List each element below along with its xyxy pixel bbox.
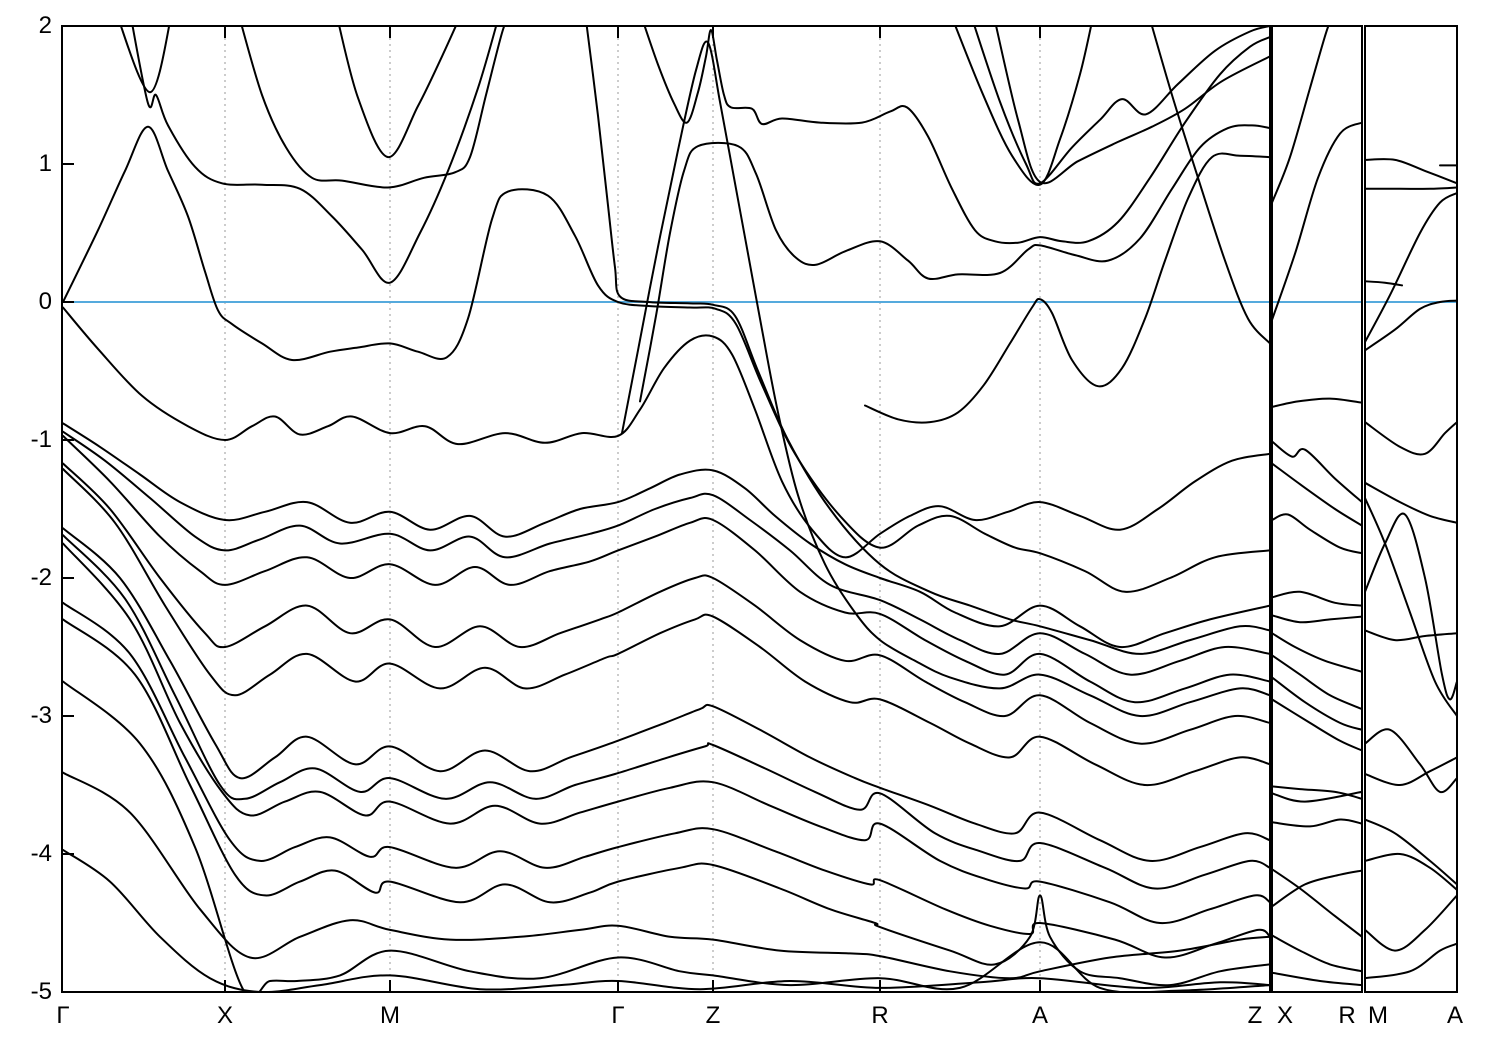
- band-curve: [1365, 497, 1457, 717]
- y-axis-label: -4: [30, 840, 52, 867]
- band-curve: [995, 26, 1270, 185]
- band-curve: [1365, 299, 1457, 352]
- band-curve: [639, 124, 1270, 403]
- band-curve: [585, 26, 1270, 655]
- band-group: [1272, 26, 1362, 987]
- band-curve: [643, 26, 1270, 245]
- x-axis-label: M: [1368, 1002, 1388, 1029]
- band-curve: [62, 771, 1270, 980]
- y-axis-label: -2: [30, 564, 52, 591]
- band-curve: [1272, 462, 1362, 527]
- x-axis-label: X: [1276, 1002, 1294, 1029]
- y-axis-label: 2: [38, 12, 52, 39]
- x-axis-label: Z: [705, 1002, 721, 1029]
- band-group: [62, 26, 1270, 992]
- band-curve: [62, 848, 1270, 992]
- band-curve: [1272, 785, 1362, 800]
- x-axis-label: X: [216, 1002, 234, 1029]
- band-curve: [1272, 818, 1362, 828]
- band-curve: [1272, 397, 1362, 408]
- x-axis-label: A: [1031, 1002, 1049, 1029]
- y-axis-label: -5: [30, 978, 52, 1005]
- band-curve: [62, 680, 1270, 992]
- x-axis-label: M: [380, 1002, 400, 1029]
- band-curve: [1272, 26, 1330, 204]
- band-curve: [62, 462, 1270, 745]
- band-curve: [973, 26, 1270, 185]
- band-curve: [621, 40, 1270, 718]
- band-curve: [1365, 280, 1403, 287]
- band-curve: [1272, 121, 1362, 321]
- y-axis-label: -1: [30, 426, 52, 453]
- band-curve: [62, 527, 1270, 862]
- band-curve: [1365, 158, 1457, 185]
- band-curve: [62, 422, 1270, 649]
- band-curve: [119, 26, 171, 94]
- band-curve: [1365, 192, 1457, 343]
- band-curve: [62, 430, 1270, 676]
- y-axis-label: 1: [38, 150, 52, 177]
- band-curve: [1272, 698, 1362, 752]
- band-curve: [1272, 614, 1362, 624]
- band-curve: [1365, 894, 1457, 952]
- x-axis-label: Γ: [56, 1002, 70, 1029]
- band-curve: [1272, 934, 1362, 973]
- x-axis-label: Γ: [611, 1002, 625, 1029]
- panel-frame: [1364, 25, 1458, 993]
- band-curve: [1150, 26, 1270, 345]
- band-curve: [1365, 186, 1457, 190]
- band-curve: [62, 601, 1270, 959]
- band-curve: [1272, 632, 1362, 673]
- band-curve: [62, 618, 1270, 987]
- x-axis-label: A: [1446, 1002, 1464, 1029]
- band-curve: [1365, 728, 1457, 794]
- band-curve: [1365, 852, 1457, 891]
- band-curve: [1365, 512, 1457, 701]
- band-curve: [338, 26, 457, 159]
- y-axis-label: -3: [30, 702, 52, 729]
- band-curve: [1365, 756, 1457, 787]
- band-curve: [62, 434, 1270, 704]
- panel-main-gamma-x-m-gamma-z-r-a-z: [61, 25, 1271, 993]
- band-curve: [240, 26, 506, 189]
- band-curve: [1272, 676, 1362, 731]
- band-curve: [1272, 654, 1362, 711]
- band-curve: [1272, 869, 1362, 908]
- band-curve: [62, 306, 1270, 559]
- panel-panel-x-r: [1271, 25, 1363, 993]
- band-curve: [62, 534, 1270, 890]
- band-curve: [1365, 629, 1457, 642]
- panel-frame: [61, 25, 1271, 993]
- band-curve: [1272, 790, 1362, 803]
- band-curve: [1365, 421, 1457, 456]
- x-axis-label: R: [1338, 1002, 1356, 1029]
- band-curve: [62, 125, 1270, 593]
- band-curve: [1365, 481, 1457, 524]
- band-curve: [1272, 590, 1362, 607]
- panel-frame: [1271, 25, 1363, 993]
- y-axis-label: 0: [38, 288, 52, 315]
- band-curve: [864, 152, 1270, 424]
- band-curve: [1272, 868, 1362, 938]
- x-axis-label: R: [871, 1002, 889, 1029]
- band-curve: [1272, 440, 1362, 504]
- band-curve: [1365, 942, 1457, 980]
- band-curve: [954, 26, 1093, 186]
- band-curve: [1272, 513, 1362, 555]
- x-axis-label: Z: [1247, 1002, 1263, 1029]
- band-curve: [1272, 971, 1362, 987]
- panel-panel-m-a: [1364, 25, 1458, 993]
- band-curve: [1365, 818, 1457, 886]
- band-curve: [62, 468, 1270, 787]
- band-curve: [62, 542, 1270, 925]
- band-group: [1365, 158, 1457, 980]
